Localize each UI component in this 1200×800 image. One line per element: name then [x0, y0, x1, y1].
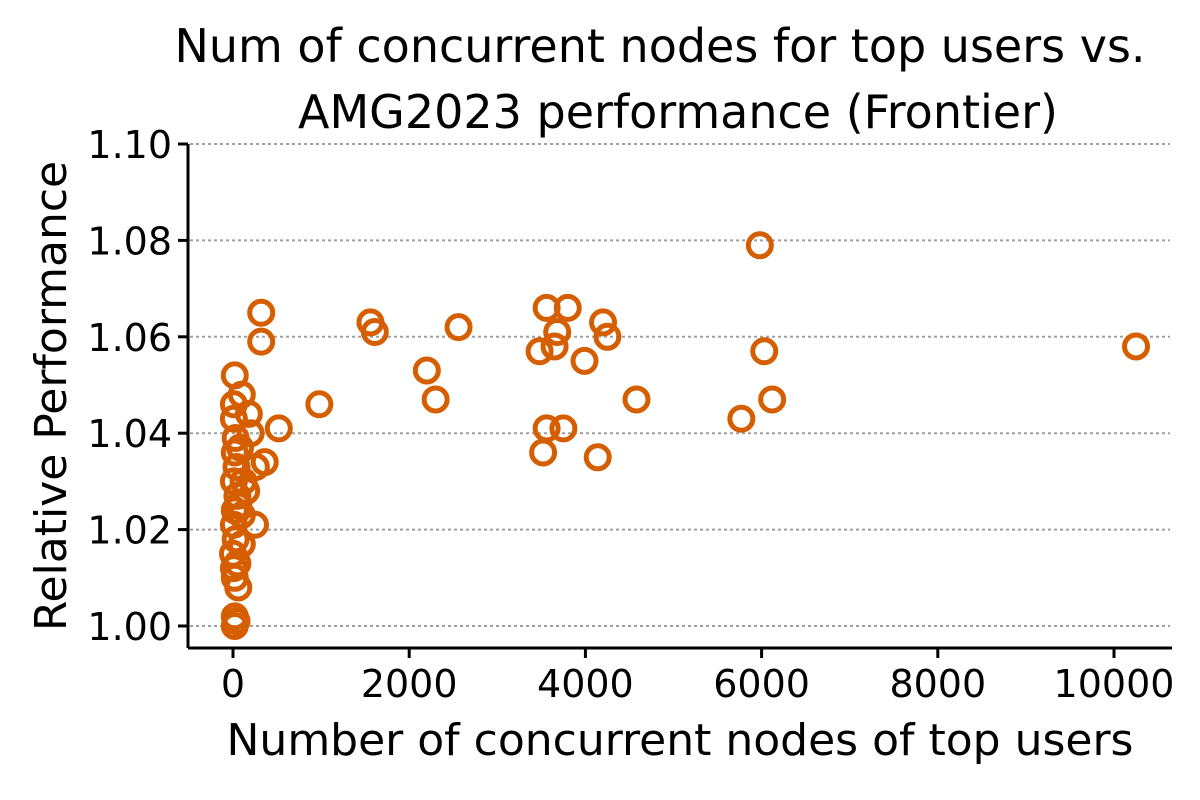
data-point: [247, 298, 276, 327]
data-point: [543, 317, 572, 346]
data-point: [226, 433, 255, 462]
x-tick-label: 0: [221, 662, 245, 706]
data-point: [222, 452, 251, 481]
data-point: [247, 327, 276, 356]
data-point: [264, 414, 293, 443]
data-point: [525, 337, 554, 366]
title-line-2: AMG2023 performance (Frontier): [298, 85, 1058, 139]
data-point: [593, 322, 622, 351]
y-axis-label: Relative Performance: [26, 161, 77, 631]
data-point: [221, 525, 250, 554]
data-point: [758, 385, 787, 414]
data-point: [412, 356, 441, 385]
data-point: [583, 443, 612, 472]
data-point: [727, 404, 756, 433]
x-ticks: 0 2000 4000 6000 8000 10000: [221, 648, 1175, 706]
x-tick-label: 4000: [537, 662, 634, 706]
data-point: [529, 438, 558, 467]
x-tick-label: 8000: [889, 662, 986, 706]
data-point: [540, 332, 569, 361]
data-point: [553, 293, 582, 322]
x-tick-label: 6000: [713, 662, 810, 706]
data-point: [589, 308, 618, 337]
data-point: [220, 438, 249, 467]
x-tick-label: 10000: [1054, 662, 1175, 706]
gridlines: [190, 143, 1170, 627]
data-point: [622, 385, 651, 414]
data-point: [219, 554, 248, 583]
data-point: [444, 313, 473, 342]
data-point: [219, 390, 248, 419]
data-point: [745, 231, 774, 260]
data-point: [421, 385, 450, 414]
x-axis-label: Number of concurrent nodes of top users: [227, 715, 1134, 766]
chart-title: Num of concurrent nodes for top users vs…: [174, 19, 1145, 139]
y-ticks: 1.00 1.02 1.04 1.06 1.08 1.10: [87, 123, 188, 649]
data-point: [1122, 332, 1151, 361]
data-points: [219, 231, 1151, 640]
data-point: [750, 337, 779, 366]
y-tick-label: 1.06: [87, 316, 172, 360]
x-tick-label: 2000: [361, 662, 458, 706]
data-point: [570, 346, 599, 375]
data-point: [360, 317, 389, 346]
data-point: [227, 501, 256, 530]
data-point: [220, 563, 249, 592]
axes: [186, 144, 1172, 650]
title-line-1: Num of concurrent nodes for top users vs…: [174, 19, 1145, 73]
y-tick-label: 1.00: [87, 605, 172, 649]
data-point: [222, 607, 251, 636]
y-tick-label: 1.04: [87, 412, 172, 456]
y-tick-label: 1.08: [87, 219, 172, 263]
y-tick-label: 1.02: [87, 509, 172, 553]
y-tick-label: 1.10: [87, 123, 172, 167]
data-point: [219, 404, 248, 433]
data-point: [305, 390, 334, 419]
data-point: [549, 414, 578, 443]
